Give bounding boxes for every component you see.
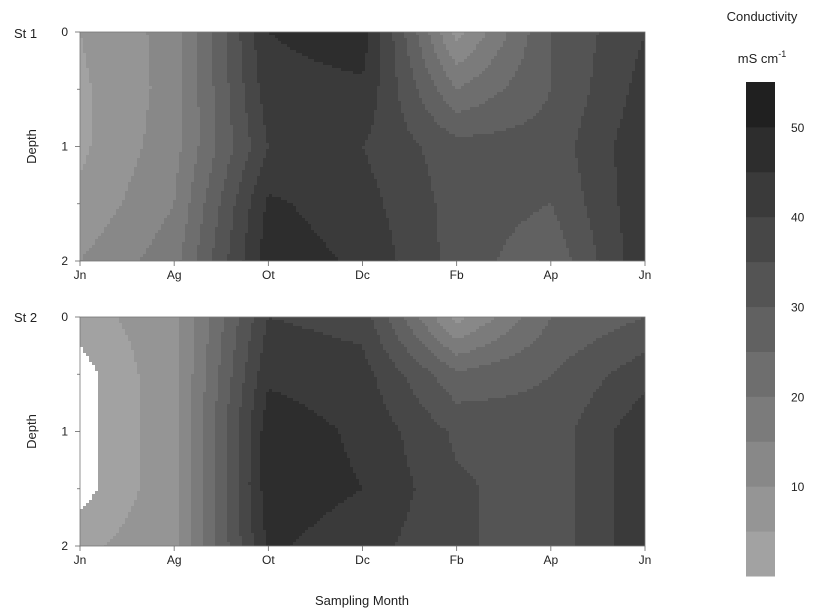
x-tick-label: Ot bbox=[262, 553, 275, 567]
x-tick-label: Dc bbox=[355, 553, 370, 567]
x-tick-label: Fb bbox=[450, 553, 464, 567]
x-tick-label: Ot bbox=[262, 268, 275, 282]
x-tick-label: Fb bbox=[450, 268, 464, 282]
panel-st1-label: St 1 bbox=[14, 26, 37, 41]
colorbar-tick-label: 10 bbox=[791, 480, 805, 494]
colorbar-band bbox=[746, 441, 775, 487]
colorbar-tick-label: 30 bbox=[791, 301, 805, 315]
colorbar-band bbox=[746, 486, 775, 532]
panel-st2-contour-field bbox=[80, 317, 645, 546]
colorbar-band bbox=[746, 171, 775, 218]
y-tick-label: 1 bbox=[61, 140, 68, 154]
colorbar-title: Conductivity bbox=[727, 9, 798, 24]
panel-st1-contour-field bbox=[80, 32, 645, 261]
colorbar-band bbox=[746, 531, 775, 577]
colorbar-tick-label: 40 bbox=[791, 211, 805, 225]
x-tick-label: Ag bbox=[167, 268, 182, 282]
y-tick-label: 0 bbox=[61, 310, 68, 324]
y-tick-label: 0 bbox=[61, 25, 68, 39]
x-tick-label: Jn bbox=[639, 553, 652, 567]
colorbar: Conductivity mS cm-1 10 20 30 40 50 bbox=[727, 9, 805, 577]
colorbar-tick-label: 50 bbox=[791, 121, 805, 135]
colorbar-band bbox=[746, 351, 775, 397]
x-tick-label: Jn bbox=[74, 268, 87, 282]
panel-st1-axes: Jn Ag Ot Dc Fb Ap Jn 0 1 2 bbox=[61, 25, 651, 282]
colorbar-band bbox=[746, 126, 775, 173]
panel-st2: St 2 Jn Ag Ot Dc Fb Ap Jn 0 1 2 Depth Sampling Mo… bbox=[14, 310, 651, 608]
panel-st2-ylabel: Depth bbox=[24, 414, 39, 449]
colorbar-band bbox=[746, 82, 775, 128]
panel-st1: St 1 Jn Ag Ot Dc Fb Ap Jn 0 1 2 Depth bbox=[14, 25, 651, 282]
colorbar-unit: mS cm-1 bbox=[738, 49, 786, 66]
colorbar-ticks: 10 20 30 40 50 bbox=[791, 121, 805, 494]
colorbar-bands bbox=[746, 82, 775, 577]
x-tick-label: Jn bbox=[74, 553, 87, 567]
x-tick-label: Ap bbox=[543, 553, 558, 567]
colorbar-tick-label: 20 bbox=[791, 390, 805, 404]
colorbar-band bbox=[746, 216, 775, 263]
x-tick-label: Dc bbox=[355, 268, 370, 282]
y-tick-label: 1 bbox=[61, 425, 68, 439]
x-tick-label: Ag bbox=[167, 553, 182, 567]
colorbar-band bbox=[746, 306, 775, 352]
y-tick-label: 2 bbox=[61, 254, 68, 268]
panel-st2-axes: Jn Ag Ot Dc Fb Ap Jn 0 1 2 bbox=[61, 310, 651, 567]
x-tick-label: Ap bbox=[543, 268, 558, 282]
colorbar-band bbox=[746, 396, 775, 442]
colorbar-band bbox=[746, 261, 775, 308]
x-axis-label: Sampling Month bbox=[315, 593, 409, 608]
panel-st1-ylabel: Depth bbox=[24, 129, 39, 164]
y-tick-label: 2 bbox=[61, 539, 68, 553]
panel-st2-label: St 2 bbox=[14, 310, 37, 325]
x-tick-label: Jn bbox=[639, 268, 652, 282]
